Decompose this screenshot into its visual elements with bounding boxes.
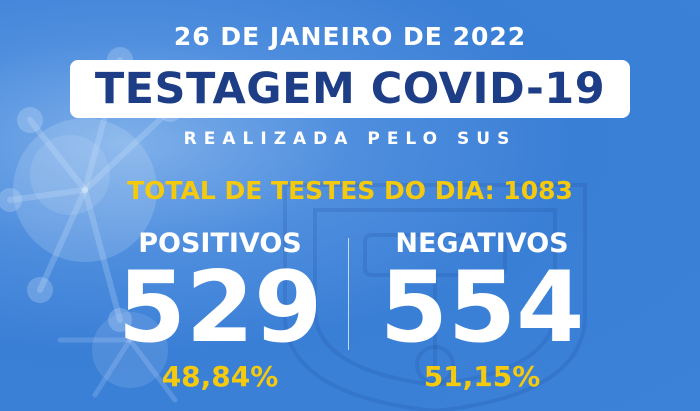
negatives-label: NEGATIVOS	[395, 228, 569, 259]
title-banner: TESTAGEM COVID-19	[70, 60, 630, 118]
negatives-value: 554	[379, 251, 585, 365]
positives-panel: POSITIVOS 529 48,84%	[90, 228, 350, 394]
subtitle-label: REALIZADA PELO SUS	[183, 129, 517, 149]
negatives-percent: 51,15%	[423, 360, 541, 393]
page-title: TESTAGEM COVID-19	[94, 63, 606, 114]
column-divider	[348, 238, 349, 350]
positives-label: POSITIVOS	[138, 228, 302, 259]
positives-value: 529	[117, 251, 323, 365]
negatives-panel: NEGATIVOS 554 51,15%	[352, 228, 612, 394]
date-label: 26 DE JANEIRO DE 2022	[173, 22, 527, 51]
total-tests-label: TOTAL DE TESTES DO DIA: 1083	[127, 176, 573, 205]
positives-percent: 48,84%	[161, 360, 279, 393]
